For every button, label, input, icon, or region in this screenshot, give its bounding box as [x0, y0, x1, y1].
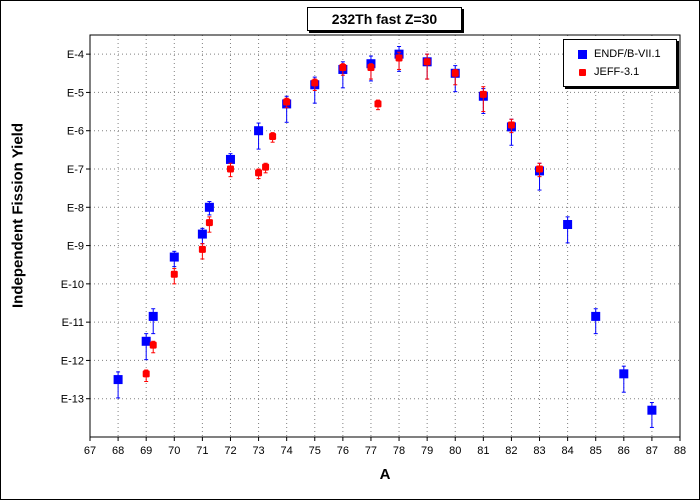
legend-label-endf: ENDF/B-VII.1 [594, 48, 661, 60]
data-point [507, 121, 515, 129]
data-point [198, 245, 206, 253]
data-point [423, 58, 431, 66]
x-tick-label: 87 [646, 445, 658, 457]
x-tick-label: 68 [112, 445, 124, 457]
data-point [255, 169, 263, 177]
data-point [113, 375, 123, 385]
x-tick-label: 85 [590, 445, 602, 457]
x-tick-label: 83 [533, 445, 545, 457]
x-tick-label: 84 [561, 445, 573, 457]
plot-area-border [89, 34, 681, 438]
y-tick-label: E-9 [67, 241, 84, 253]
chart-title: 232Th fast Z=30 [307, 7, 462, 31]
data-point [197, 229, 207, 239]
x-tick-label: 79 [421, 445, 433, 457]
data-point [311, 79, 319, 87]
data-point [591, 311, 601, 321]
legend-label-jeff: JEFF-3.1 [594, 66, 640, 78]
data-point [647, 405, 657, 415]
y-tick-label: E-10 [61, 279, 84, 291]
series-jeff [142, 51, 544, 382]
x-axis-label: A [379, 466, 391, 483]
x-axis-ticks: 67 68 69 70 71 72 73 74 75 76 77 78 79 80 81 82 83 84 85 86… [84, 437, 686, 457]
data-series [113, 45, 657, 428]
x-tick-label: 71 [196, 445, 208, 457]
x-tick-label: 86 [618, 445, 630, 457]
x-tick-label: 75 [309, 445, 321, 457]
data-point [170, 270, 178, 278]
y-tick-label: E-5 [67, 87, 84, 99]
legend: ENDF/B-VII.1 JEFF-3.1 [563, 39, 677, 87]
x-tick-label: 82 [505, 445, 517, 457]
y-axis-ticks: E-4 E-5 E-6 E-7 E-8 E-9 E-10 E-11 E-12 E-13 [61, 49, 90, 406]
x-tick-label: 67 [84, 445, 96, 457]
x-tick-label: 80 [449, 445, 461, 457]
legend-marker-jeff [579, 69, 586, 76]
x-tick-label: 77 [365, 445, 377, 457]
data-point [142, 370, 150, 378]
y-tick-label: E-13 [61, 394, 84, 406]
data-point [479, 90, 487, 98]
x-tick-label: 73 [252, 445, 264, 457]
data-point [204, 202, 214, 212]
data-point [536, 165, 544, 173]
x-tick-label: 81 [477, 445, 489, 457]
data-point [254, 126, 264, 136]
x-tick-label: 78 [393, 445, 405, 457]
y-tick-label: E-12 [61, 355, 84, 367]
data-point [169, 252, 179, 262]
data-point [451, 69, 459, 77]
data-point [141, 336, 151, 346]
y-tick-label: E-4 [67, 49, 84, 61]
data-point [205, 219, 213, 227]
x-tick-label: 74 [281, 445, 293, 457]
data-point [374, 100, 382, 108]
data-point [563, 220, 573, 230]
y-tick-label: E-11 [62, 317, 84, 329]
data-point [149, 341, 157, 349]
y-tick-label: E-7 [67, 164, 84, 176]
data-point [395, 54, 403, 62]
x-tick-label: 88 [674, 445, 686, 457]
x-tick-label: 72 [224, 445, 236, 457]
data-point [148, 311, 158, 321]
x-tick-label: 76 [337, 445, 349, 457]
data-point [225, 154, 235, 164]
data-point [269, 132, 277, 140]
data-point [339, 64, 347, 72]
data-point [619, 369, 629, 379]
data-point [283, 98, 291, 106]
legend-marker-endf [578, 50, 587, 59]
data-point [262, 163, 270, 171]
y-tick-label: E-6 [67, 126, 84, 138]
series-endf [113, 45, 657, 428]
x-tick-label: 70 [168, 445, 180, 457]
data-point [226, 165, 234, 173]
y-tick-label: E-8 [67, 202, 84, 214]
grid-lines [90, 35, 680, 437]
data-point [367, 64, 375, 72]
x-tick-label: 69 [140, 445, 152, 457]
